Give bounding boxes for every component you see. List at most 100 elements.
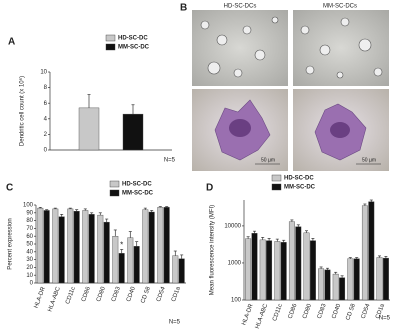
bar: [67, 208, 74, 284]
bar: [368, 201, 375, 301]
bar: [303, 232, 310, 301]
bar: [178, 258, 185, 284]
x-tick-label: CD83: [111, 286, 122, 303]
y-tick-label: 0: [44, 148, 48, 154]
panel-letter: B: [180, 3, 187, 14]
x-tick-label: CD86: [81, 286, 92, 303]
nucleus: [229, 119, 251, 137]
bar: [339, 277, 346, 301]
legend-label: HD-SC-DC: [118, 36, 148, 42]
bar: [133, 246, 140, 284]
y-axis-label: Mean fluorescence intensity (MFI): [210, 205, 216, 295]
bar: [280, 242, 287, 301]
legend-swatch: [105, 43, 116, 51]
y-tick-label: 100: [231, 298, 242, 304]
cells: [200, 16, 383, 79]
bar: [82, 210, 89, 284]
y-tick-label: 90: [26, 210, 33, 216]
bar: [259, 239, 266, 301]
x-tick-label: CD54: [361, 303, 372, 320]
bar: [58, 216, 65, 284]
y-axis-label: Dendritic cell count (x 10⁶): [19, 76, 26, 146]
y-tick-label: 0: [30, 281, 34, 287]
x-tick-label: CD40: [331, 303, 342, 320]
bar: [266, 240, 273, 301]
panel-letter: C: [6, 183, 13, 194]
bar: [172, 255, 179, 284]
y-axis-label: Percent expression: [8, 218, 14, 269]
x-tick-label: CD 58: [140, 286, 152, 305]
bar: [52, 208, 59, 284]
x-tick-label: CD11c: [272, 303, 284, 322]
x-tick-label: CD80: [96, 286, 107, 303]
annotation: *: [120, 241, 123, 250]
bar: [347, 258, 354, 301]
legend-swatch: [109, 180, 120, 188]
bar: [148, 211, 155, 284]
bar: [274, 241, 281, 301]
bar: [288, 221, 295, 301]
image-label: HD-SC-DCs: [224, 4, 257, 10]
y-tick-label: 80: [26, 218, 33, 224]
y-tick-label: 30: [26, 257, 33, 263]
y-tick-label: 10000: [224, 223, 241, 229]
bar: [103, 221, 110, 284]
x-tick-label: CD1a: [375, 303, 386, 320]
legend-label: MM-SC-DC: [284, 185, 316, 191]
bar: [245, 238, 252, 301]
y-tick-label: 10: [26, 273, 33, 279]
legend-label: MM-SC-DC: [118, 45, 150, 51]
y-tick-label: 20: [26, 265, 33, 271]
legend-swatch: [271, 174, 282, 182]
bar: [376, 257, 383, 301]
y-tick-label: 6: [44, 101, 48, 107]
x-tick-label: HLA-DR: [34, 286, 48, 310]
bar: [163, 207, 170, 284]
x-tick-label: CD54: [156, 286, 167, 303]
y-tick-label: 40: [26, 249, 33, 255]
note: N=5: [379, 316, 391, 322]
scale-label: 50 µm: [362, 157, 376, 163]
bar: [122, 113, 144, 151]
bar: [295, 226, 302, 301]
bar: [97, 214, 104, 284]
bar: [112, 235, 119, 284]
x-tick-label: CD 58: [345, 303, 357, 322]
bar: [361, 205, 368, 301]
bar: [309, 240, 316, 301]
scale-label: 50 µm: [261, 157, 275, 163]
y-tick-label: 4: [44, 116, 48, 122]
panel-letter: D: [206, 183, 213, 194]
y-tick-label: 1000: [228, 261, 242, 267]
x-tick-label: HLA-DR: [241, 303, 255, 327]
x-tick-label: HLA-ABC: [47, 286, 62, 313]
bar: [324, 269, 331, 301]
panel-b: B HD-SC-DCs MM-SC-DCs 50 µm 50 µm: [180, 3, 389, 171]
bar: [142, 209, 149, 284]
x-tick-label: CD80: [302, 303, 313, 320]
bar: [157, 207, 164, 284]
y-tick-label: 50: [26, 242, 33, 248]
bar: [251, 233, 258, 301]
bar: [332, 273, 339, 301]
legend-swatch: [271, 183, 282, 191]
nucleus: [330, 122, 350, 138]
x-tick-label: CD83: [317, 303, 328, 320]
y-tick-label: 60: [26, 234, 33, 240]
y-tick-label: 2: [44, 132, 48, 138]
x-tick-label: HLA-ABC: [255, 303, 270, 329]
legend-label: MM-SC-DC: [122, 191, 154, 197]
y-tick-label: 70: [26, 226, 33, 232]
legend-label: HD-SC-DC: [122, 182, 152, 188]
bar: [43, 210, 50, 284]
legend-swatch: [109, 189, 120, 197]
x-tick-label: CD40: [126, 286, 137, 303]
y-tick-label: 100: [23, 203, 34, 209]
bar: [353, 258, 360, 301]
note: N=5: [164, 158, 176, 164]
y-tick-label: 10: [40, 70, 47, 76]
note: N=5: [169, 320, 181, 326]
bar: [118, 253, 125, 284]
y-tick-label: 8: [44, 85, 48, 91]
